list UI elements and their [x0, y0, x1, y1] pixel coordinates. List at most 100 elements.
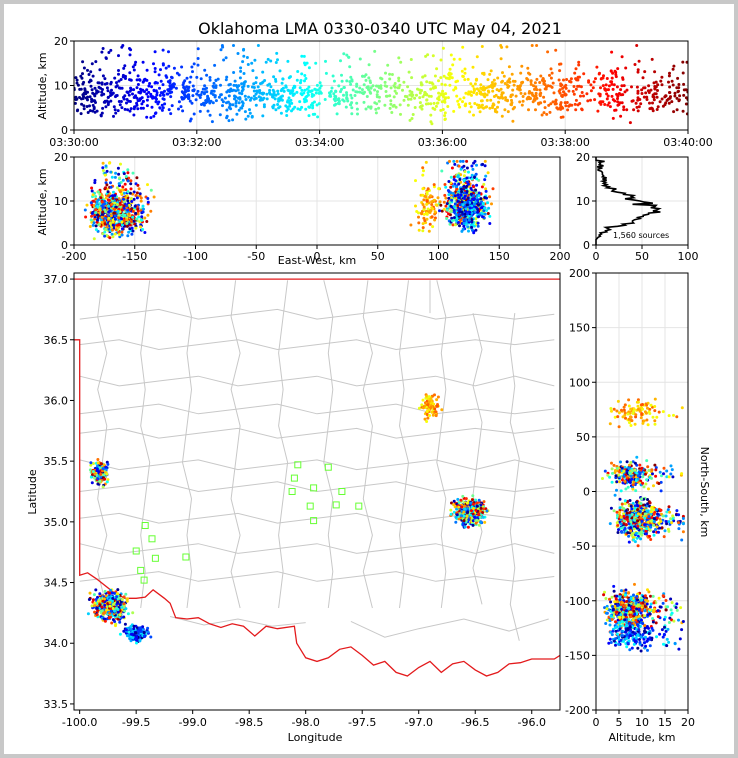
source-point [448, 75, 452, 79]
source-point [425, 394, 429, 398]
station-marker [306, 502, 314, 510]
source-point [123, 609, 127, 613]
time-tick-label: 03:34:00 [295, 136, 344, 149]
source-point [534, 87, 537, 91]
source-point [120, 598, 124, 602]
source-point [224, 78, 228, 82]
source-point [463, 104, 467, 107]
source-point [622, 84, 626, 88]
source-point [93, 217, 97, 221]
source-point [474, 188, 478, 192]
source-point [475, 163, 478, 167]
source-point [451, 219, 454, 223]
source-point [255, 90, 259, 94]
source-point [82, 104, 86, 108]
source-point [201, 87, 205, 91]
source-point [421, 95, 425, 99]
source-point [296, 107, 300, 111]
source-point [480, 206, 483, 210]
source-point [660, 97, 664, 101]
source-point [311, 106, 315, 110]
source-point [135, 176, 139, 180]
source-point [286, 59, 290, 63]
source-point [126, 208, 130, 212]
figure: Oklahoma LMA 0330-0340 UTC May 04, 2021 … [26, 19, 713, 744]
source-point [148, 82, 152, 85]
ew-ytick-label: 20 [54, 151, 68, 164]
source-point [532, 84, 535, 88]
source-point [436, 196, 440, 200]
source-point [430, 410, 434, 414]
source-point [486, 201, 490, 205]
source-point [345, 53, 349, 57]
source-point [111, 223, 115, 227]
source-point [103, 589, 107, 593]
source-point [236, 52, 240, 55]
source-point [254, 76, 258, 80]
source-point [489, 69, 493, 73]
source-point [430, 122, 434, 126]
source-point [464, 185, 468, 189]
source-point [141, 99, 145, 103]
source-point [161, 62, 165, 66]
source-point [165, 75, 169, 79]
ew-tick-label: -100 [183, 250, 208, 263]
source-point [462, 164, 466, 168]
source-point [451, 184, 455, 188]
map-tick-label: -96.0 [518, 716, 546, 729]
source-point [468, 110, 472, 114]
source-point [558, 69, 562, 73]
county-line [79, 571, 555, 582]
county-line [79, 375, 555, 387]
source-point [452, 88, 456, 92]
source-point [227, 94, 231, 98]
source-point [153, 81, 157, 85]
source-point [430, 215, 434, 219]
source-point [102, 611, 106, 615]
source-point [272, 92, 276, 95]
source-point [655, 95, 659, 99]
source-point [636, 91, 640, 95]
source-point [510, 98, 513, 102]
source-point [312, 93, 316, 97]
source-point [262, 105, 266, 109]
source-point [118, 233, 121, 237]
source-point [550, 71, 554, 75]
source-point [377, 99, 381, 103]
source-point [452, 178, 456, 181]
source-point [421, 166, 425, 170]
source-point [369, 86, 373, 90]
source-point [116, 109, 120, 113]
source-point [246, 114, 250, 118]
source-point [488, 106, 492, 110]
source-point [86, 95, 90, 99]
source-point [511, 88, 515, 92]
source-point [500, 114, 504, 118]
source-point [597, 92, 601, 96]
source-point [355, 84, 359, 88]
source-point [606, 94, 610, 98]
hist-tick-label: 100 [678, 250, 699, 263]
source-point [345, 79, 349, 83]
source-point [307, 66, 311, 70]
source-point [219, 48, 223, 52]
source-point [274, 79, 278, 83]
source-point [478, 515, 482, 519]
source-point [477, 203, 480, 207]
source-point [374, 107, 378, 111]
source-point [477, 513, 481, 517]
source-point [576, 84, 580, 88]
source-point [276, 58, 279, 62]
source-point [139, 106, 143, 110]
source-point [616, 67, 620, 71]
source-point [428, 81, 432, 85]
source-point [528, 90, 531, 93]
source-point [411, 113, 415, 116]
county-line [509, 313, 520, 641]
source-point [520, 81, 524, 85]
source-point [444, 196, 448, 200]
source-point [486, 78, 490, 82]
source-point [124, 175, 128, 178]
source-point [146, 200, 150, 204]
